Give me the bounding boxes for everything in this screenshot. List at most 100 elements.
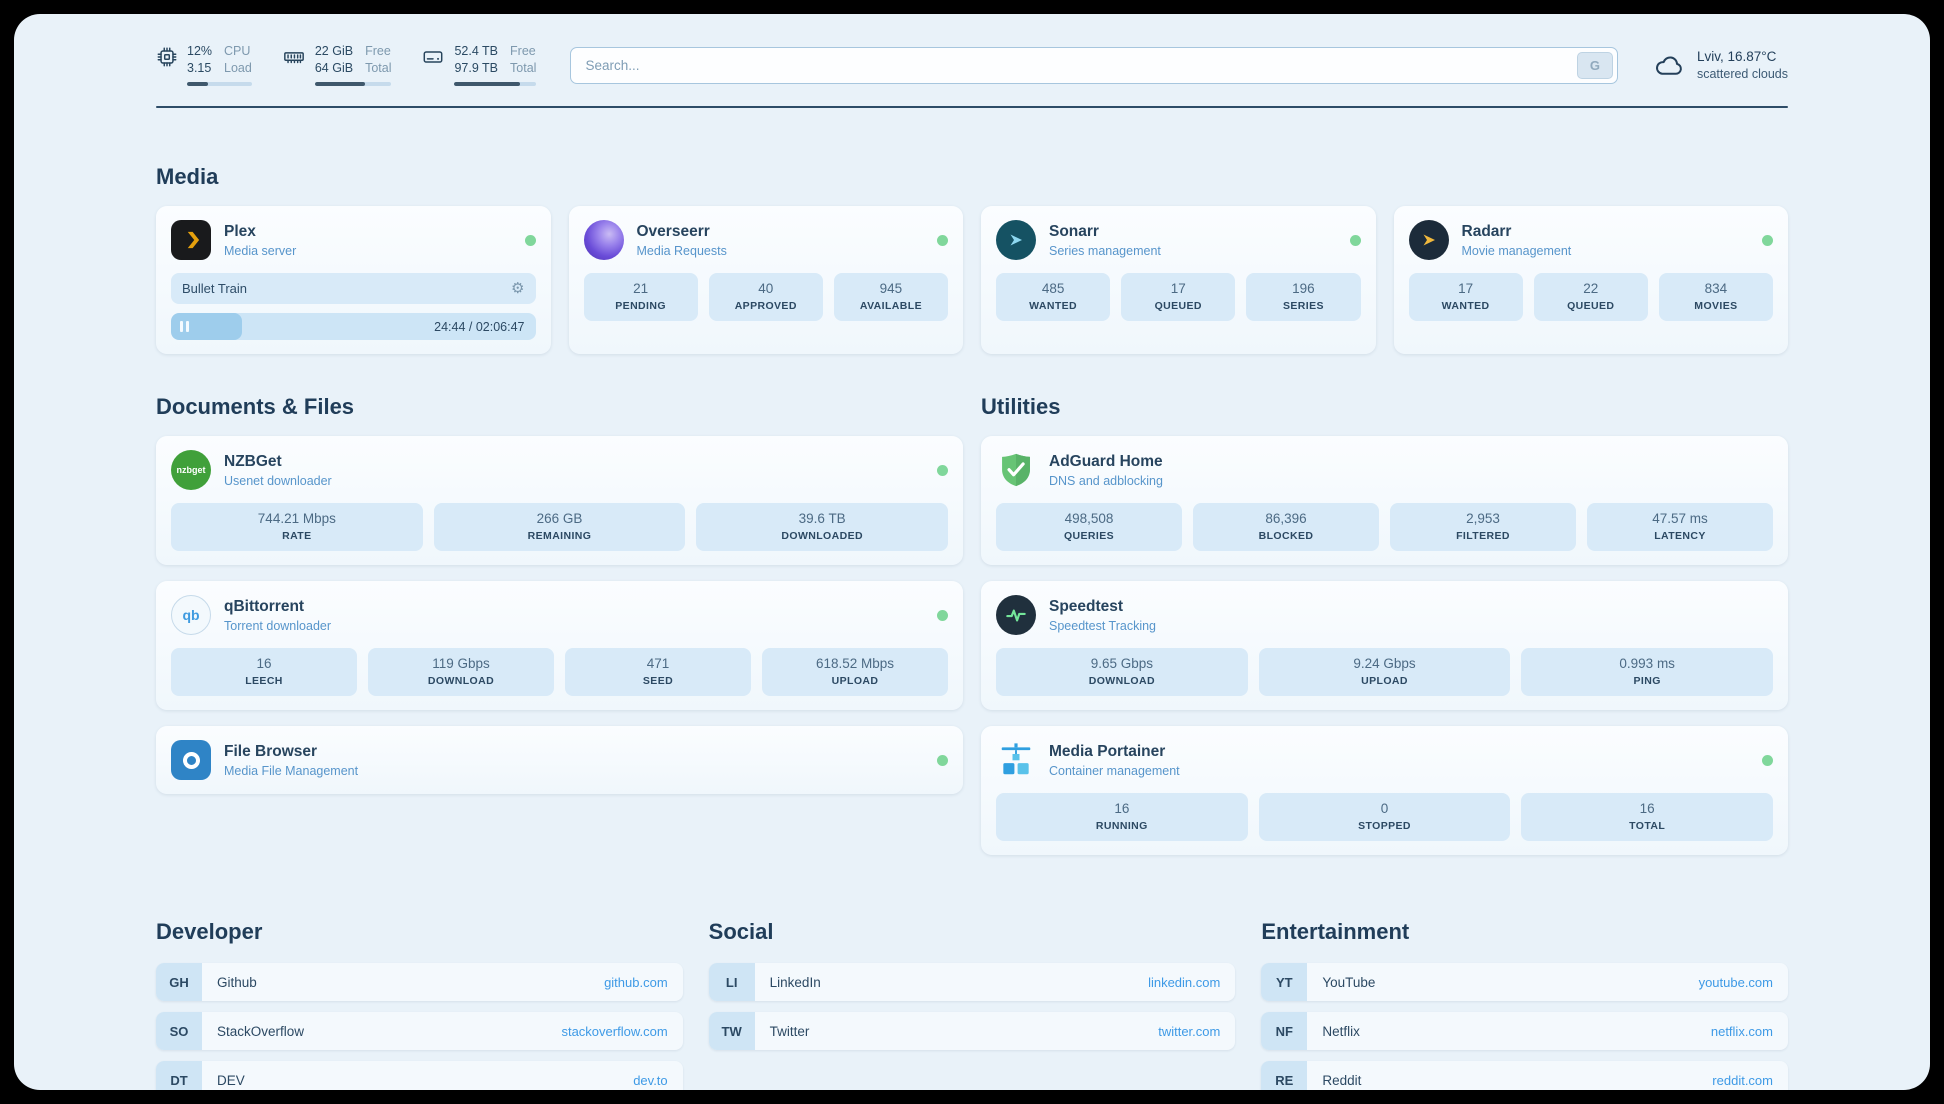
stat-box: 40 APPROVED [708,273,823,321]
section-title-social: Social [708,919,774,944]
service-card-adguard[interactable]: AdGuard Home DNS and adblocking 498,508 … [981,436,1788,565]
service-text: NZBGet Usenet downloader [224,453,332,488]
stat-label: LATENCY [1654,530,1706,542]
service-card-speedtest[interactable]: Speedtest Speedtest Tracking 9.65 Gbps D… [981,581,1788,710]
card-header: Speedtest Speedtest Tracking [996,595,1773,635]
service-card-overseerr[interactable]: Overseerr Media Requests 21 PENDING 40 A… [568,206,963,354]
utilities-column: Utilities [981,354,1788,855]
ram-total-label: Total [365,61,392,75]
stat-box: 17 WANTED [1408,273,1523,321]
link-row-dev[interactable]: DT DEV dev.to [156,1061,683,1090]
link-url: youtube.com [1698,974,1773,990]
stat-label: PING [1633,675,1661,687]
link-url: stackoverflow.com [561,1023,668,1039]
link-row-reddit[interactable]: RE Reddit reddit.com [1261,1061,1788,1090]
stat-value: 16 [1114,801,1130,816]
link-url: netflix.com [1710,1023,1773,1039]
stat-box: 17 QUEUED [1121,273,1236,321]
service-card-filebrowser[interactable]: File Browser Media File Management [156,726,963,794]
hard-drive-icon [421,46,445,86]
stat-value: 22 [1583,281,1599,296]
online-status-dot [1762,234,1773,246]
card-header: Media Portainer Container management [996,740,1773,780]
link-url: reddit.com [1712,1072,1773,1088]
search-input[interactable] [570,46,1618,84]
stat-label: APPROVED [734,300,797,312]
stat-box: 471 SEED [565,648,751,696]
link-row-youtube[interactable]: YT YouTube youtube.com [1261,963,1788,1001]
stat-value: 40 [758,281,774,296]
service-card-radarr[interactable]: Radarr Movie management 17 WANTED 22 QUE… [1393,206,1788,354]
card-header: nzbget NZBGet Usenet downloader [171,450,948,490]
stat-label: BLOCKED [1258,530,1314,542]
service-card-portainer[interactable]: Media Portainer Container management 16 … [981,726,1788,855]
weather-location: Lviv, 16.87°C [1696,49,1777,64]
stat-label: WANTED [1029,300,1078,312]
stat-box: 22 QUEUED [1533,273,1648,321]
service-card-sonarr[interactable]: Sonarr Series management 485 WANTED 17 Q… [981,206,1376,354]
ram-monitor: 22 GiB 64 GiB Free Total [282,44,392,86]
cpu-chip-icon [156,46,178,86]
stat-value: 2,953 [1466,511,1500,526]
service-name: Overseerr [636,222,710,240]
stat-label: REMAINING [527,530,592,542]
stat-label: PENDING [615,300,666,312]
stat-value: 47.57 ms [1652,511,1708,526]
ram-free-value: 22 GiB [314,44,354,58]
service-text: File Browser Media File Management [224,743,358,778]
stat-box: 744.21 Mbps RATE [171,503,423,551]
speedtest-icon [996,595,1036,635]
stat-box: 618.52 Mbps UPLOAD [762,648,948,696]
disk-total-label: Total [510,61,537,75]
link-url: dev.to [633,1072,668,1088]
stat-box: 86,396 BLOCKED [1193,503,1379,551]
stat-label: DOWNLOADED [781,530,863,542]
search-provider-button[interactable]: G [1576,51,1613,79]
stat-label: QUEUED [1567,300,1615,312]
service-subtitle: Container management [1049,763,1180,778]
service-card-qbittorrent[interactable]: qb qBittorrent Torrent downloader 16 LEE… [156,581,963,710]
disk-usage-bar [454,82,537,86]
link-url: twitter.com [1158,1023,1221,1039]
settings-gear-icon[interactable]: ⚙ [511,280,525,297]
service-text: qBittorrent Torrent downloader [224,598,331,633]
stats-row: 498,508 QUERIES 86,396 BLOCKED 2,953 FIL… [996,503,1773,551]
pause-icon[interactable] [180,321,189,332]
link-row-stackoverflow[interactable]: SO StackOverflow stackoverflow.com [156,1012,683,1050]
plex-progress-bar[interactable]: 24:44 / 02:06:47 [171,313,536,340]
stat-value: 945 [879,281,903,296]
section-title-entertainment: Entertainment [1261,919,1410,944]
section-title-utilities: Utilities [981,394,1061,419]
stat-box: 485 WANTED [996,273,1111,321]
online-status-dot [937,234,948,246]
portainer-crane-icon [996,740,1036,780]
link-row-twitter[interactable]: TW Twitter twitter.com [708,1012,1236,1050]
service-card-plex[interactable]: Plex Media server Bullet Train ⚙ 24:44 /… [156,206,551,354]
link-row-linkedin[interactable]: LI LinkedIn linkedin.com [708,963,1236,1001]
service-subtitle: DNS and adblocking [1049,473,1163,488]
link-row-github[interactable]: GH Github github.com [156,963,683,1001]
stat-label: DOWNLOAD [427,675,495,687]
stats-row: 9.65 Gbps DOWNLOAD 9.24 Gbps UPLOAD 0.99… [996,648,1774,696]
stackoverflow-icon: SO [156,1012,202,1050]
link-name: YouTube [1322,974,1376,990]
linkedin-icon: LI [708,963,755,1001]
section-title-documents: Documents & Files [156,394,355,419]
sonarr-icon [996,220,1036,260]
search: G [570,46,1618,84]
stat-value: 17 [1458,281,1474,296]
service-text: AdGuard Home DNS and adblocking [1049,453,1163,488]
ram-free-label: Free [365,44,391,58]
service-card-nzbget[interactable]: nzbget NZBGet Usenet downloader 744.21 M… [156,436,963,565]
stat-value: 471 [646,656,670,671]
service-text: Speedtest Speedtest Tracking [1049,598,1156,633]
card-header: qb qBittorrent Torrent downloader [171,595,948,635]
service-subtitle: Speedtest Tracking [1049,618,1157,633]
github-icon: GH [156,963,202,1001]
link-row-netflix[interactable]: NF Netflix netflix.com [1261,1012,1788,1050]
online-status-dot [937,609,948,621]
stats-row: 744.21 Mbps RATE 266 GB REMAINING 39.6 T… [171,503,949,551]
link-name: Netflix [1322,1023,1360,1039]
cpu-usage-bar [187,82,252,86]
service-subtitle: Torrent downloader [224,618,332,633]
